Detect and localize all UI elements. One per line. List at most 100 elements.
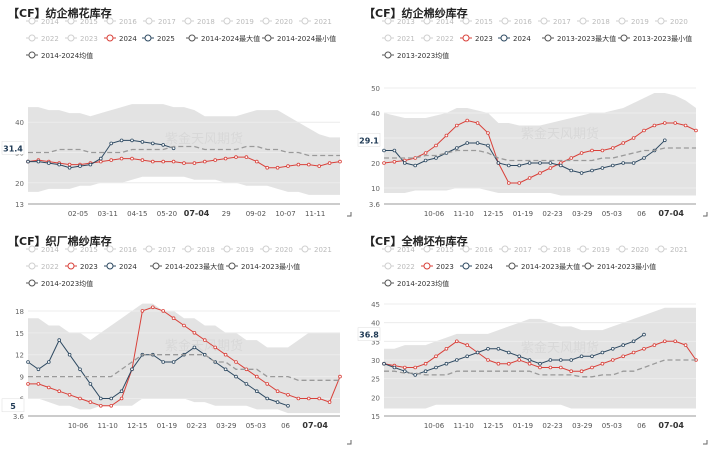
legend-marker bbox=[423, 34, 431, 42]
data-point bbox=[182, 323, 186, 328]
chart-title: 【CF】织厂棉纱库存 bbox=[8, 235, 112, 248]
data-point bbox=[496, 361, 501, 366]
data-point bbox=[382, 361, 386, 366]
legend-label: 2018 bbox=[553, 246, 571, 254]
legend-marker bbox=[262, 17, 270, 25]
data-point bbox=[296, 396, 301, 401]
legend-marker bbox=[500, 34, 508, 42]
legend-marker bbox=[540, 17, 548, 25]
y-tick-label: 40 bbox=[371, 110, 380, 118]
legend-marker bbox=[28, 245, 36, 253]
watermark-text: 紫金天风期货 bbox=[521, 340, 599, 356]
data-point bbox=[234, 360, 238, 364]
data-point bbox=[244, 382, 249, 386]
data-point bbox=[486, 358, 490, 362]
legend-marker bbox=[384, 262, 392, 270]
data-point bbox=[182, 161, 186, 165]
data-point bbox=[475, 350, 480, 355]
legend-label: 2013-2023均值 bbox=[397, 51, 449, 60]
data-point bbox=[642, 128, 646, 133]
data-point bbox=[67, 393, 72, 397]
y-tick-label: 20 bbox=[15, 180, 24, 188]
x-tick-label: 05-03 bbox=[602, 422, 622, 430]
data-point bbox=[223, 156, 228, 161]
y-tick-label: 40 bbox=[15, 119, 24, 127]
data-point bbox=[652, 343, 657, 347]
x-tick-label: 02-23 bbox=[186, 422, 206, 430]
legend-label: 2016 bbox=[475, 246, 493, 254]
data-point bbox=[590, 148, 594, 153]
data-point bbox=[662, 138, 667, 143]
data-point bbox=[402, 161, 407, 165]
data-point bbox=[538, 171, 542, 175]
data-point bbox=[192, 161, 197, 165]
legend-label: 2013-2023最小值 bbox=[633, 34, 692, 43]
data-point bbox=[338, 159, 342, 164]
data-point bbox=[57, 389, 61, 394]
data-point bbox=[455, 358, 459, 362]
legend-marker bbox=[384, 17, 392, 25]
legend-label: 2014-2024最大值 bbox=[201, 34, 260, 43]
data-point bbox=[538, 361, 542, 366]
data-point bbox=[213, 345, 218, 350]
legend-marker bbox=[301, 17, 309, 25]
legend-marker bbox=[584, 262, 592, 270]
data-point bbox=[455, 146, 459, 150]
x-tick-label: 10-07 bbox=[275, 210, 295, 218]
x-tick-label: 02-05 bbox=[68, 210, 88, 218]
data-point bbox=[286, 164, 290, 168]
data-point bbox=[402, 365, 407, 370]
x-tick-label: 05-20 bbox=[157, 210, 177, 218]
y-tick-label: 15 bbox=[371, 413, 380, 421]
x-tick-label: 07-04 bbox=[658, 421, 684, 430]
data-point bbox=[423, 151, 428, 155]
y-tick-label: 50 bbox=[371, 85, 380, 93]
data-point bbox=[88, 162, 93, 167]
data-point bbox=[662, 339, 667, 344]
legend-marker bbox=[384, 279, 392, 287]
data-point bbox=[78, 367, 82, 372]
legend-label: 2015 bbox=[436, 246, 454, 254]
data-point bbox=[119, 138, 124, 143]
data-point bbox=[265, 396, 270, 401]
data-point bbox=[67, 165, 72, 170]
series-line bbox=[384, 139, 666, 174]
data-point bbox=[275, 389, 280, 394]
data-point bbox=[559, 358, 563, 362]
legend-label: 2021 bbox=[314, 18, 332, 26]
data-point bbox=[600, 166, 605, 170]
data-point bbox=[99, 156, 103, 161]
data-point bbox=[423, 361, 428, 366]
x-tick-label: 06 bbox=[637, 422, 646, 430]
data-point bbox=[631, 136, 636, 140]
series-line bbox=[384, 359, 696, 378]
legend-label: 2014 bbox=[397, 246, 415, 254]
data-point bbox=[642, 156, 646, 160]
legend-marker bbox=[106, 34, 114, 42]
data-point bbox=[621, 354, 626, 359]
legend-label: 2021 bbox=[670, 246, 688, 254]
data-point bbox=[413, 373, 417, 377]
legend-label: 2014 bbox=[41, 246, 59, 254]
legend-marker bbox=[106, 245, 114, 253]
legend-label: 2022 bbox=[41, 263, 59, 271]
legend-label: 2018 bbox=[592, 18, 610, 26]
data-point bbox=[610, 347, 615, 351]
x-tick-label: 29 bbox=[222, 210, 231, 218]
legend-marker bbox=[384, 245, 392, 253]
legend-label: 2017 bbox=[553, 18, 571, 26]
data-point bbox=[151, 159, 155, 164]
y-tick-label: 45 bbox=[371, 301, 380, 309]
y-tick-label: 40 bbox=[371, 320, 380, 328]
x-tick-label: 11-11 bbox=[305, 210, 325, 218]
data-point bbox=[662, 121, 667, 125]
corner-mark bbox=[703, 212, 708, 217]
data-point bbox=[434, 354, 438, 359]
legend-marker bbox=[579, 245, 587, 253]
data-point bbox=[496, 161, 501, 165]
chart-svg: 2014 2015 2016 2017 2018 2019 2020 2021 2022 2023… bbox=[1, 245, 352, 445]
legend-marker bbox=[618, 17, 626, 25]
data-point bbox=[254, 159, 259, 164]
series-line bbox=[27, 339, 289, 407]
data-point bbox=[631, 161, 636, 165]
